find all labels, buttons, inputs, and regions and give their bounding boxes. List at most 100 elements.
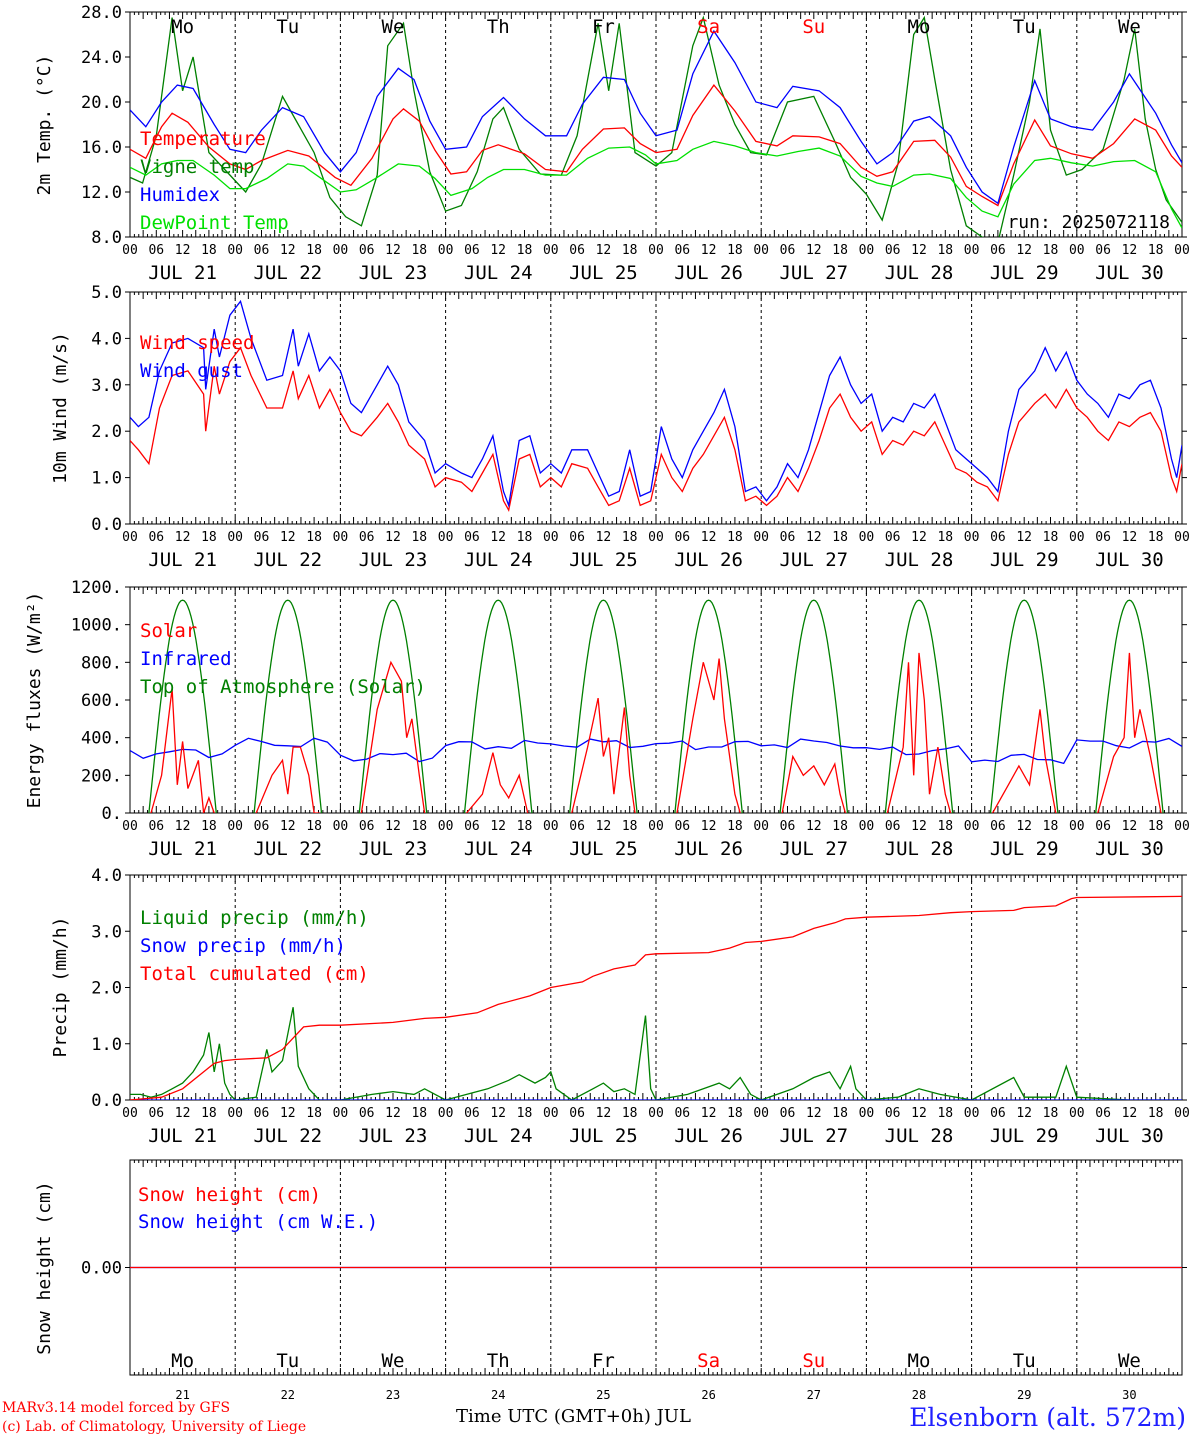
day-label: JUL 21 (148, 262, 217, 284)
hour-tick-label: 06 (780, 530, 796, 545)
hour-tick-label: 06 (148, 530, 164, 545)
legend-entry: Temperature (140, 128, 266, 150)
hour-tick-label: 12 (806, 819, 822, 834)
hour-tick-label: 06 (674, 243, 690, 258)
hour-tick-label: 18 (1148, 819, 1164, 834)
series-line-liquid-precip-mm-h- (130, 1007, 1182, 1100)
hour-tick-label: 06 (359, 819, 375, 834)
toa-solar-arch (1095, 599, 1164, 813)
hour-tick-label: 06 (148, 243, 164, 258)
legend-entry: DewPoint Temp (140, 212, 289, 234)
legend-entry: Liquid precip (mm/h) (140, 907, 369, 929)
hour-tick-label: 12 (175, 819, 191, 834)
hour-tick-label: 06 (569, 819, 585, 834)
hour-tick-label: 12 (806, 243, 822, 258)
day-label: JUL 29 (990, 1125, 1059, 1147)
hour-tick-label: 06 (674, 1106, 690, 1121)
hour-tick-label: 00 (648, 1106, 664, 1121)
model-credit-line2: (c) Lab. of Climatology, University of L… (2, 1419, 307, 1435)
model-credit-line1: MARv3.14 model forced by GFS (2, 1400, 231, 1416)
y-tick-label: 5.0 (91, 283, 122, 303)
hour-tick-label: 12 (1016, 1106, 1032, 1121)
hour-tick-label: 18 (1148, 243, 1164, 258)
hour-tick-label: 00 (438, 243, 454, 258)
hour-tick-label: 18 (727, 819, 743, 834)
day-label: JUL 24 (464, 549, 533, 571)
hour-tick-label: 18 (306, 530, 322, 545)
hour-tick-label: 12 (701, 1106, 717, 1121)
weekday-label: Tu (1013, 1350, 1036, 1372)
hour-tick-label: 12 (1016, 530, 1032, 545)
day-label: JUL 25 (569, 262, 638, 284)
temperature-series (130, 15, 1182, 237)
hour-tick-label: 18 (517, 243, 533, 258)
hour-tick-label: 00 (122, 819, 138, 834)
hour-tick-label: 00 (859, 819, 875, 834)
hour-tick-label: 12 (280, 530, 296, 545)
y-tick-label: 12.0 (81, 183, 122, 203)
hour-tick-label: 00 (859, 243, 875, 258)
hour-tick-label: 00 (543, 819, 559, 834)
hour-tick-label: 06 (885, 819, 901, 834)
y-tick-label: 0.00 (81, 1259, 122, 1279)
hour-tick-label: 18 (517, 530, 533, 545)
hour-tick-label: 06 (780, 819, 796, 834)
day-number-label: 28 (912, 1388, 926, 1402)
hour-tick-label: 12 (806, 1106, 822, 1121)
day-label: JUL 30 (1095, 262, 1164, 284)
day-label: JUL 28 (885, 838, 954, 860)
hour-tick-label: 18 (1148, 530, 1164, 545)
y-axis-label: Precip (mm/h) (50, 917, 71, 1058)
y-tick-label: 4.0 (91, 866, 122, 886)
hour-tick-label: 00 (859, 1106, 875, 1121)
day-label: JUL 25 (569, 838, 638, 860)
y-tick-label: 4.0 (91, 329, 122, 349)
hour-tick-label: 12 (1122, 1106, 1138, 1121)
series-line-solar (781, 754, 847, 813)
y-tick-label: 24.0 (81, 48, 122, 68)
series-line-temperature (130, 84, 1182, 207)
hour-tick-label: 00 (1174, 1106, 1190, 1121)
day-label: JUL 26 (674, 549, 743, 571)
day-number-label: 24 (491, 1388, 505, 1402)
weekday-label: Th (487, 1350, 510, 1372)
hour-tick-label: 12 (911, 243, 927, 258)
hour-tick-label: 18 (727, 1106, 743, 1121)
hour-tick-label: 18 (937, 243, 953, 258)
y-tick-label: 3.0 (91, 376, 122, 396)
x-axis-label: Time UTC (GMT+0h) JUL (456, 1406, 691, 1427)
series-line-solar (571, 697, 636, 813)
hour-tick-label: 06 (254, 243, 270, 258)
day-label: JUL 28 (885, 549, 954, 571)
legend-entry: Snow height (cm) (138, 1184, 321, 1206)
hour-tick-label: 06 (885, 530, 901, 545)
station-name: Elsenborn (alt. 572m) (909, 1403, 1186, 1432)
hour-tick-label: 12 (490, 819, 506, 834)
y-tick-label: 8.0 (91, 228, 122, 248)
hour-tick-label: 18 (727, 243, 743, 258)
hour-tick-label: 06 (254, 530, 270, 545)
hour-tick-label: 00 (753, 819, 769, 834)
toa-solar-arch (884, 599, 954, 813)
y-axis-label: Energy fluxes (W/m²) (24, 592, 45, 809)
hour-tick-label: 12 (280, 1106, 296, 1121)
hour-tick-label: 00 (648, 819, 664, 834)
hour-tick-label: 06 (990, 819, 1006, 834)
wind-series (130, 299, 1182, 512)
y-tick-label: 1.0 (91, 1035, 122, 1055)
hour-tick-label: 06 (464, 1106, 480, 1121)
hour-tick-label: 06 (1095, 530, 1111, 545)
series-line-solar (676, 658, 741, 813)
day-number-label: 23 (386, 1388, 400, 1402)
day-label: JUL 29 (990, 549, 1059, 571)
hour-tick-label: 06 (359, 1106, 375, 1121)
hour-tick-label: 12 (490, 243, 506, 258)
hour-tick-label: 18 (1043, 530, 1059, 545)
hour-tick-label: 00 (1174, 530, 1190, 545)
toa-solar-arch (569, 599, 638, 813)
day-number-label: 25 (596, 1388, 610, 1402)
day-label: JUL 27 (779, 1125, 848, 1147)
hour-tick-label: 18 (937, 530, 953, 545)
hour-tick-label: 18 (201, 1106, 217, 1121)
hour-tick-label: 18 (622, 530, 638, 545)
